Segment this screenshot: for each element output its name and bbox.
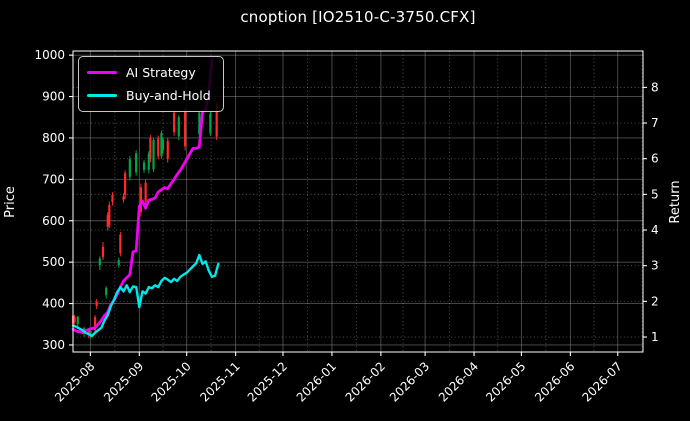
candle-up [95, 301, 98, 307]
candle-up [124, 173, 127, 196]
return-tick-label: 7 [651, 116, 659, 130]
candle-up [101, 246, 105, 258]
date-tick-label: 2026-07 [580, 359, 625, 404]
date-tick-label: 2025-09 [101, 359, 146, 404]
series-line-ai-strategy [71, 58, 214, 335]
candle-up [157, 138, 160, 157]
candle-down [177, 117, 180, 137]
date-tick-label: 2026-01 [294, 359, 339, 404]
date-tick-label: 2025-11 [197, 359, 242, 404]
candle-up [87, 330, 90, 334]
candle-up [111, 195, 114, 203]
price-tick-label: 1000 [34, 48, 65, 62]
candle-up [172, 112, 176, 133]
candlesticks [71, 101, 218, 339]
candle-up [139, 187, 142, 213]
candle-down [98, 258, 101, 266]
candle-up [144, 182, 147, 202]
ai-strategy-line-swatch [87, 70, 117, 74]
legend: AI Strategy Buy-and-Hold [78, 56, 224, 112]
candle-down [128, 159, 131, 177]
candle-down [117, 260, 120, 266]
candle-down [76, 316, 79, 325]
candle-up [149, 137, 152, 160]
price-axis-label: Price [3, 186, 18, 218]
candle-up [94, 317, 97, 331]
date-tick-label: 2026-05 [483, 359, 528, 404]
return-axis-label: Return [668, 180, 683, 223]
candle-down [161, 139, 165, 150]
candle-up [166, 140, 169, 160]
date-tick-label: 2025-10 [148, 359, 193, 404]
candle-up [119, 234, 122, 254]
return-tick-label: 1 [651, 330, 659, 344]
candle-up [184, 110, 187, 147]
plot-border [72, 50, 644, 353]
price-tick-label: 600 [42, 214, 65, 228]
date-tick-label: 2026-02 [343, 359, 388, 404]
return-tick-label: 8 [651, 80, 659, 94]
price-tick-label: 700 [42, 172, 65, 186]
buy-and-hold-line-swatch [87, 93, 117, 97]
price-tick-label: 400 [42, 297, 65, 311]
candle-down [147, 153, 150, 170]
candle-down [142, 162, 146, 170]
return-tick-label: 3 [651, 259, 659, 273]
series-line-buy-and-hold [71, 253, 220, 338]
legend-item-buy-and-hold: Buy-and-Hold [87, 86, 215, 104]
return-tick-label: 4 [651, 223, 659, 237]
candle-down [135, 153, 138, 173]
chart-title: cnoption [IO2510-C-3750.CFX] [240, 8, 476, 26]
candle-up [108, 205, 111, 225]
candle-up [73, 316, 76, 323]
date-tick-label: 2025-08 [52, 359, 97, 404]
legend-label-ai-strategy: AI Strategy [126, 64, 196, 80]
price-tick-label: 800 [42, 131, 65, 145]
price-tick-label: 900 [42, 90, 65, 104]
date-tick-label: 2026-06 [532, 359, 577, 404]
candle-down [89, 330, 92, 336]
price-tick-label: 300 [42, 338, 65, 352]
candle-down [105, 287, 108, 295]
price-tick-label: 500 [42, 255, 65, 269]
date-tick-label: 2025-12 [245, 359, 290, 404]
candle-up [106, 214, 109, 227]
return-tick-label: 6 [651, 152, 659, 166]
date-tick-label: 2026-04 [436, 359, 481, 404]
legend-item-ai-strategy: AI Strategy [87, 63, 215, 81]
return-tick-label: 5 [651, 187, 659, 201]
return-tick-label: 2 [651, 294, 659, 308]
candle-down [152, 140, 155, 170]
candle-up [215, 103, 218, 137]
gridlines [73, 51, 643, 352]
candle-up [122, 196, 125, 200]
date-tick-label: 2026-03 [387, 359, 432, 404]
candle-down [198, 112, 201, 135]
candle-down [209, 113, 212, 134]
legend-label-buy-and-hold: Buy-and-Hold [126, 87, 211, 103]
candle-down [160, 132, 163, 157]
